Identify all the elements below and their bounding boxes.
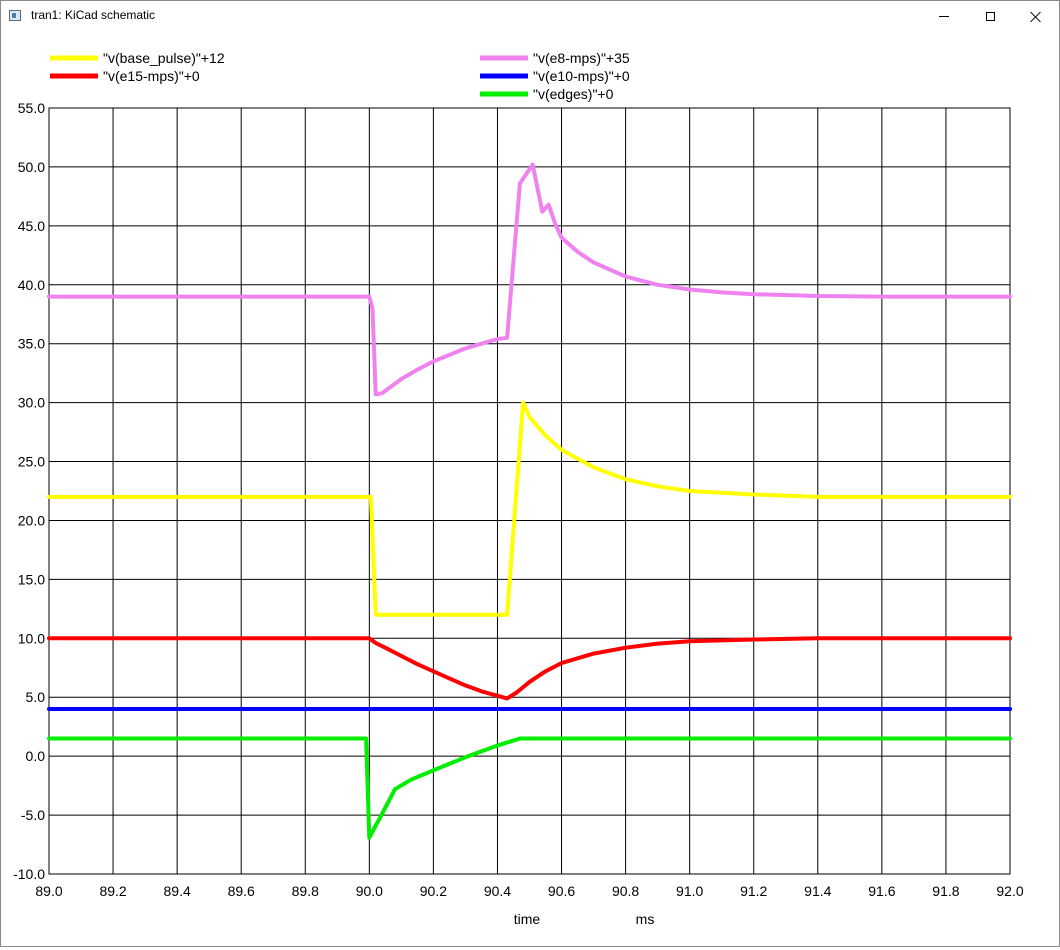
series-lines <box>47 162 1012 840</box>
y-tick-label: 5.0 <box>26 689 46 705</box>
waveform-chart[interactable]: -10.0 -5.0 0.0 5.0 10.0 15.0 20.0 25.0 30.0 35.0 4… <box>0 31 1058 945</box>
x-tick-label: 91.0 <box>676 883 703 899</box>
x-tick-label: 90.0 <box>356 883 383 899</box>
x-axis-label: time <box>514 911 541 927</box>
maximize-icon <box>985 12 995 21</box>
x-tick-label: 89.6 <box>228 883 255 899</box>
x-tick-label: 89.0 <box>35 883 62 899</box>
y-tick-label: -5.0 <box>21 807 45 823</box>
y-tick-label: 35.0 <box>18 336 45 352</box>
x-tick-labels: 89.0 89.2 89.4 89.6 89.8 90.0 90.2 90.4 90.6 90.8… <box>35 883 1023 899</box>
x-tick-label: 90.2 <box>420 883 447 899</box>
y-tick-label: 25.0 <box>18 454 45 470</box>
close-icon <box>1030 11 1042 23</box>
series-line-0 <box>47 400 1012 617</box>
close-button[interactable] <box>1013 1 1059 32</box>
y-tick-labels: -10.0 -5.0 0.0 5.0 10.0 15.0 20.0 25.0 30.0 35.0 4… <box>13 100 45 882</box>
y-tick-label: 10.0 <box>18 630 45 646</box>
y-tick-label: 45.0 <box>18 218 45 234</box>
legend-label-2: "v(e8-mps)"+35 <box>533 50 630 66</box>
title-bar[interactable]: tran1: KiCad schematic <box>1 1 1059 32</box>
x-tick-label: 89.2 <box>99 883 126 899</box>
app-icon[interactable] <box>9 10 21 21</box>
x-axis-unit: ms <box>636 911 655 927</box>
legend-label-0: "v(base_pulse)"+12 <box>103 50 225 66</box>
x-tick-label: 91.2 <box>740 883 767 899</box>
y-tick-label: 50.0 <box>18 159 45 175</box>
plot-frame <box>48 107 1011 875</box>
maximize-button[interactable] <box>967 1 1013 32</box>
x-tick-label: 89.8 <box>292 883 319 899</box>
legend-label-3: "v(e10-mps)"+0 <box>533 68 630 84</box>
x-tick-label: 90.6 <box>548 883 575 899</box>
legend-label-1: "v(e15-mps)"+0 <box>103 68 200 84</box>
x-tick-label: 90.4 <box>484 883 511 899</box>
y-tick-label: 40.0 <box>18 277 45 293</box>
window-title: tran1: KiCad schematic <box>31 8 156 22</box>
series-line-1 <box>47 636 1012 701</box>
series-line-4 <box>47 736 1012 840</box>
y-tick-label: 15.0 <box>18 571 45 587</box>
y-tick-label: 0.0 <box>26 748 46 764</box>
minimize-icon <box>939 16 949 17</box>
x-tick-label: 91.6 <box>868 883 895 899</box>
y-tick-label: 30.0 <box>18 395 45 411</box>
grid-lines <box>48 107 1011 875</box>
x-tick-label: 91.4 <box>804 883 831 899</box>
minimize-button[interactable] <box>921 1 967 32</box>
x-tick-label: 92.0 <box>996 883 1023 899</box>
x-tick-label: 90.8 <box>612 883 639 899</box>
y-tick-label: 55.0 <box>18 100 45 116</box>
x-tick-label: 89.4 <box>164 883 191 899</box>
plot-area: -10.0 -5.0 0.0 5.0 10.0 15.0 20.0 25.0 30.0 35.0 4… <box>0 31 1058 945</box>
x-tick-label: 91.8 <box>932 883 959 899</box>
legend: "v(base_pulse)"+12 "v(e15-mps)"+0 "v(e8-mp… <box>50 50 630 102</box>
y-tick-label: -10.0 <box>13 866 45 882</box>
legend-label-4: "v(edges)"+0 <box>533 86 614 102</box>
y-tick-label: 20.0 <box>18 512 45 528</box>
series-line-2 <box>47 162 1012 397</box>
